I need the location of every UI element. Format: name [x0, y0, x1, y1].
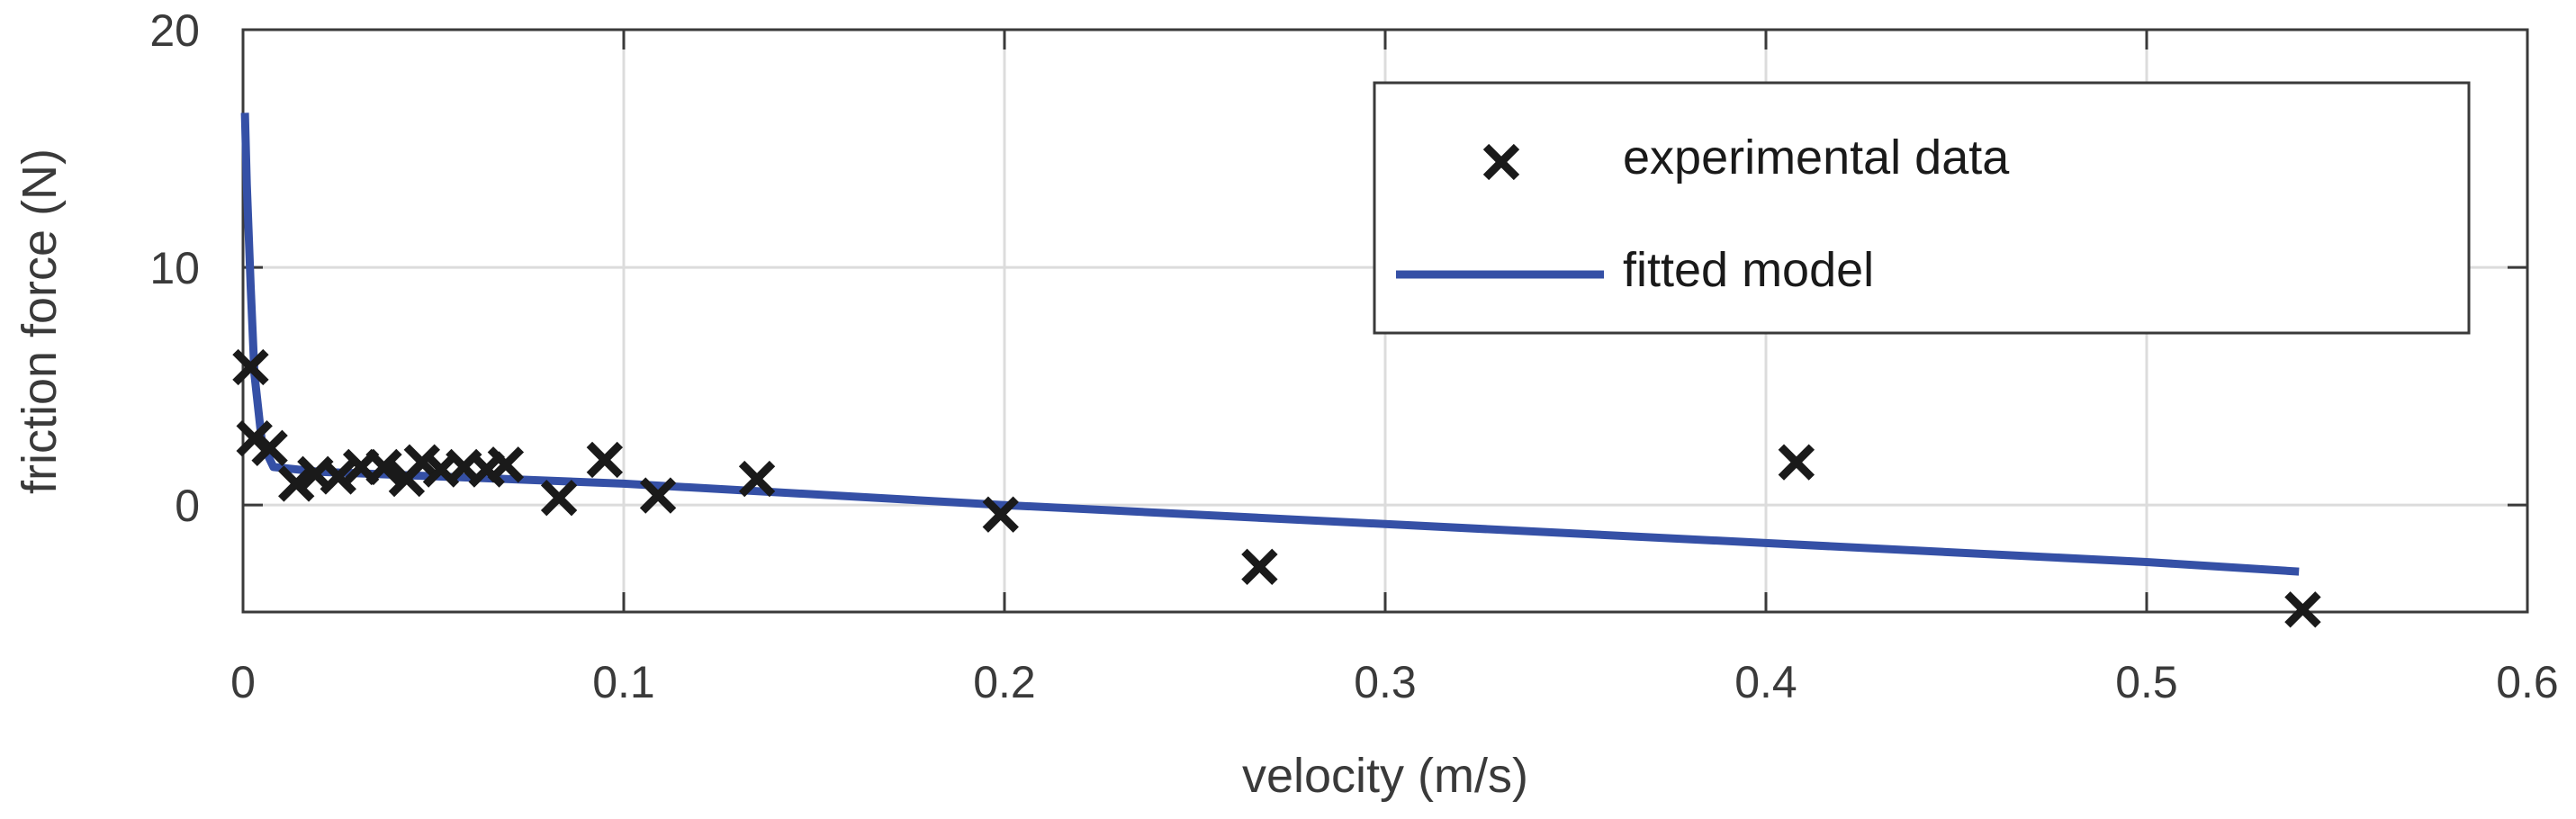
- marker-stroke: [403, 444, 440, 481]
- axis-ticks: [241, 28, 2529, 612]
- marker-stroke: [2284, 591, 2321, 628]
- marker-stroke: [540, 480, 578, 517]
- data-point-marker: [365, 448, 402, 486]
- x-tick-label: 0.1: [592, 657, 655, 707]
- marker-stroke: [278, 465, 315, 502]
- data-point-marker: [982, 496, 1019, 533]
- y-tick-label: 0: [175, 481, 200, 531]
- data-point-marker: [586, 441, 624, 479]
- x-axis-label: velocity (m/s): [1242, 749, 1528, 803]
- legend-marker-x-icon: [1482, 143, 1520, 181]
- y-tick-label: 20: [149, 5, 200, 56]
- marker-stroke: [487, 446, 525, 483]
- marker-stroke: [982, 496, 1019, 533]
- data-point-marker: [639, 477, 677, 514]
- y-axis-label: friction force (N): [13, 148, 67, 494]
- x-tick-label: 0.4: [1734, 657, 1797, 707]
- marker-stroke: [738, 460, 776, 498]
- data-point-marker: [232, 348, 269, 386]
- y-tick-labels: 0 10 20: [149, 5, 200, 531]
- legend-box: [1373, 81, 2471, 335]
- data-point-marker: [1241, 548, 1278, 586]
- marker-stroke: [232, 348, 269, 386]
- data-point-marker: [1778, 444, 1815, 481]
- plot-area: [232, 112, 2321, 628]
- data-point-marker: [251, 429, 288, 466]
- x-tick-label: 0.2: [973, 657, 1036, 707]
- marker-stroke: [639, 477, 677, 514]
- x-tick-label: 0: [230, 657, 256, 707]
- x-tick-label: 0.6: [2496, 657, 2559, 707]
- marker-stroke: [1241, 548, 1278, 586]
- marker-stroke: [320, 458, 356, 495]
- legend-marker-stroke: [1482, 143, 1520, 181]
- marker-stroke: [1778, 444, 1815, 481]
- data-point-marker: [540, 480, 578, 517]
- marker-stroke: [586, 441, 624, 479]
- x-tick-labels: 0 0.1 0.2 0.3 0.4 0.5 0.6: [230, 657, 2559, 707]
- legend-label-experimental: experimental data: [1623, 130, 2010, 184]
- data-point-marker: [320, 458, 356, 495]
- legend-label-model: fitted model: [1623, 243, 1874, 297]
- data-point-marker: [738, 460, 776, 498]
- marker-stroke: [365, 448, 402, 486]
- data-point-marker: [2284, 591, 2321, 628]
- legend: experimental data fitted model: [1373, 81, 2471, 335]
- x-tick-label: 0.3: [1354, 657, 1417, 707]
- x-tick-label: 0.5: [2115, 657, 2178, 707]
- data-point-marker: [487, 446, 525, 483]
- y-tick-label: 10: [149, 243, 200, 293]
- marker-stroke: [251, 429, 288, 466]
- data-point-marker: [403, 444, 440, 481]
- data-point-marker: [278, 465, 315, 502]
